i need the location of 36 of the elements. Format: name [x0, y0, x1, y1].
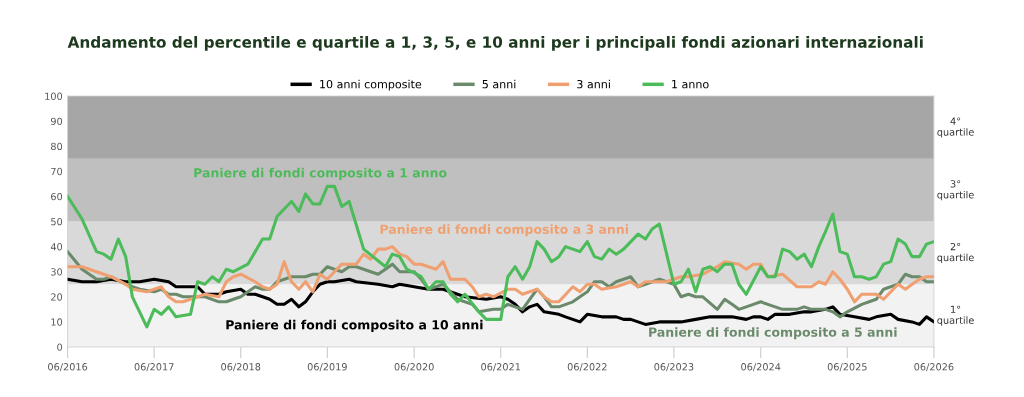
x-tick-label: 06/2025 — [827, 363, 867, 372]
band-label: 2° quartile — [937, 242, 974, 264]
x-tick-label: 06/2016 — [48, 363, 88, 372]
legend-label: 1 anno — [672, 80, 709, 89]
legend-label: 3 anni — [577, 79, 610, 89]
legend-label: 10 anni composite — [320, 79, 422, 91]
x-tick-label: 06/2024 — [741, 363, 781, 372]
x-tick-label: 06/2018 — [221, 363, 261, 372]
x-tick-label: 06/2023 — [654, 363, 694, 372]
y-tick-label: 50 — [51, 218, 63, 226]
annotation: Paniere di fondi composito a 10 anni — [226, 319, 483, 332]
x-tick-label: 06/2021 — [481, 363, 521, 372]
y-tick-label: 40 — [50, 243, 63, 251]
x-tick-label: 06/2022 — [567, 363, 607, 372]
annotation: Paniere di fondi composito a 1 anno — [194, 167, 447, 180]
band-label: 1° quartile — [937, 305, 974, 326]
y-tick-label: 10 — [51, 318, 63, 326]
legend-label: 5 anni — [482, 79, 516, 89]
y-tick-label: 30 — [51, 268, 63, 276]
y-tick-label: 70 — [51, 167, 63, 176]
y-tick-label: 80 — [51, 142, 63, 151]
x-tick-label: 06/2026 — [914, 363, 954, 372]
y-tick-label: 100 — [45, 92, 63, 100]
x-tick-label: 06/2020 — [394, 363, 434, 372]
x-tick-label: 06/2019 — [307, 363, 347, 372]
x-tick-label: 06/2017 — [134, 363, 174, 372]
annotation: Paniere di fondi composito a 3 anni — [380, 224, 628, 237]
y-tick-label: 90 — [50, 117, 63, 125]
chart-title: Andamento del percentile e quartile a 1, 3, 5, e 10 anni per i principali fondi azionari internazionali — [67, 36, 923, 51]
band-label: 4° quartile — [937, 117, 974, 138]
y-tick-label: 60 — [51, 192, 63, 201]
line-series — [67, 245, 934, 304]
y-tick-label: 0 — [57, 343, 63, 351]
band-label: 3° quartile — [937, 180, 974, 201]
y-tick-label: 20 — [51, 293, 63, 301]
annotation: Paniere di fondi composito a 5 anni — [649, 327, 897, 340]
